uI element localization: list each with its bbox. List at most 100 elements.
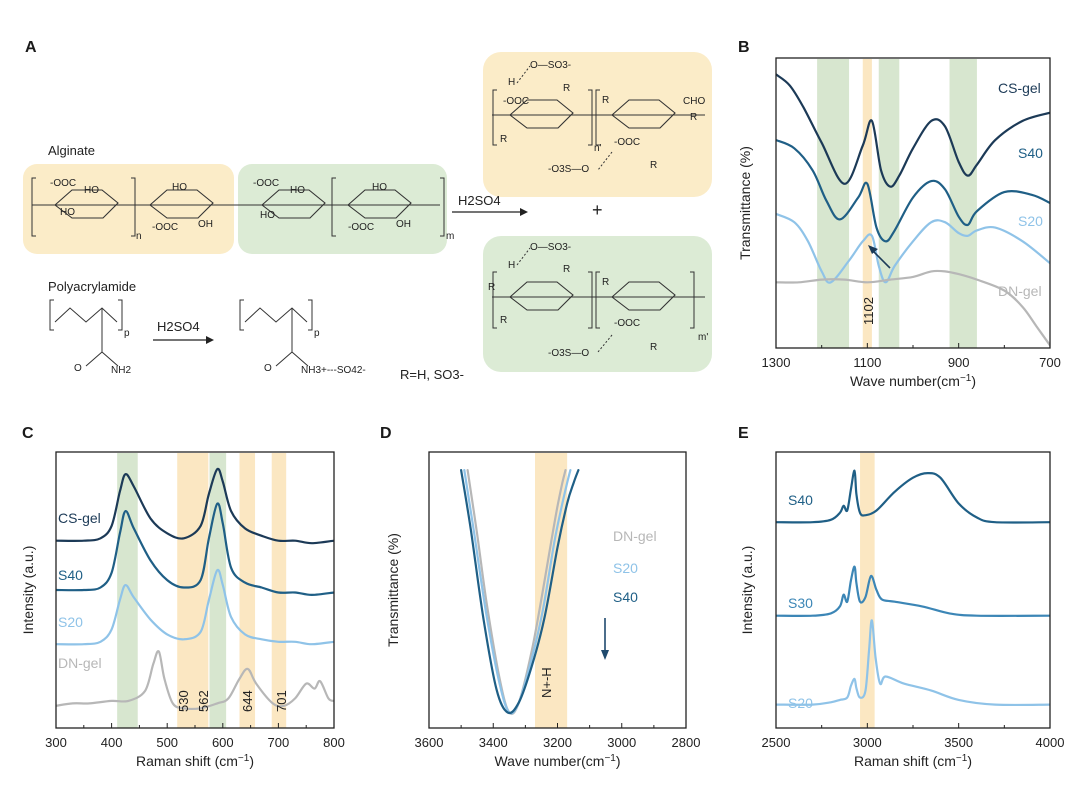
legend-b-cs-gel: CS-gel	[998, 80, 1041, 96]
legend-d-s20: S20	[613, 560, 638, 576]
chart-e: S40 S30 S20 2500 3000 3500 4000 Raman shift (cm…	[739, 451, 1065, 769]
line-c-cs-gel	[56, 467, 334, 545]
series-group-b	[776, 73, 1050, 347]
legend-d-s40: S40	[613, 589, 638, 605]
product-box-green	[483, 236, 712, 372]
polyacrylamide-label: Polyacrylamide	[48, 279, 136, 294]
frag-r-10: R	[650, 342, 657, 353]
frag-r-5: R	[650, 160, 657, 171]
frag-ho-5: HO	[260, 210, 275, 221]
line-b-s20	[776, 212, 1050, 284]
x-axis-label-d: Wave number(cm−1)	[494, 753, 620, 769]
x-tick-label-e: 2500	[762, 735, 791, 750]
frag-h-1: H	[508, 77, 515, 88]
annotation-c-0: 530	[176, 690, 191, 712]
reaction-scheme: Alginate Polyacrylamide R=H, SO3- + H2SO…	[23, 52, 712, 382]
x-tick-label-c: 500	[156, 735, 178, 750]
frag-nh3: NH3+---SO42-	[301, 365, 366, 376]
legend-b-s20: S20	[1018, 213, 1043, 229]
x-tick-label-d: 3400	[479, 735, 508, 750]
frag-ho-2: HO	[60, 207, 75, 218]
band-d-0	[535, 453, 568, 728]
legend-e-s40: S40	[788, 492, 813, 508]
frag-cho: CHO	[683, 96, 705, 107]
x-axis-label-c: Raman shift (cm−1)	[136, 753, 254, 769]
frag-cooh-4: -OOC	[348, 222, 374, 233]
annotation-b-0: 1102	[861, 297, 876, 325]
frag-r-8: R	[500, 315, 507, 326]
y-axis-label-d: Transmittance (%)	[385, 533, 401, 647]
x-axis-label-b: Wave number(cm−1)	[850, 373, 976, 389]
frag-cooh-6: -OOC	[614, 137, 640, 148]
mannuronate-box	[23, 164, 234, 254]
legend-c-dn-gel: DN-gel	[58, 655, 102, 671]
panel-label-d: D	[380, 425, 392, 442]
legend-e-s20: S20	[788, 695, 813, 711]
panel-label-a: A	[25, 39, 37, 56]
frag-oh-1: OH	[198, 219, 213, 230]
series-group-c	[56, 467, 334, 710]
x-axis-label-e: Raman shift (cm−1)	[854, 753, 972, 769]
frag-np: n'	[594, 143, 602, 154]
product-green-structure	[492, 247, 705, 353]
x-tick-label-e: 4000	[1036, 735, 1065, 750]
frag-oh-2: OH	[396, 219, 411, 230]
frag-r-1: R	[563, 83, 570, 94]
line-b-dn-gel	[776, 269, 1050, 347]
line-c-s20	[56, 568, 334, 646]
legend-b-dn-gel: DN-gel	[998, 283, 1042, 299]
x-tick-label-b: 700	[1039, 355, 1061, 370]
legend-e-s30: S30	[788, 595, 813, 611]
y-axis-label-c: Intensity (a.u.)	[20, 546, 36, 635]
x-tick-label-e: 3500	[944, 735, 973, 750]
frag-cooh-7: -OOC	[614, 318, 640, 329]
band-b-1	[862, 59, 872, 348]
band-c-1	[177, 453, 209, 728]
x-tick-label-c: 600	[212, 735, 234, 750]
frag-o3s-2: -O3S—O	[548, 348, 589, 359]
product-orange-structure	[492, 65, 705, 171]
frag-cooh-2: -OOC	[152, 222, 178, 233]
x-tick-label-b: 900	[948, 355, 970, 370]
band-c-4	[271, 453, 287, 728]
frag-r-2: R	[500, 134, 507, 145]
frag-cooh-5: -OOC	[503, 96, 529, 107]
x-tick-label-d: 3000	[607, 735, 636, 750]
line-c-s40	[56, 502, 334, 596]
frag-p-1: p	[124, 328, 130, 339]
frag-ho-4: HO	[290, 185, 305, 196]
frag-ho-6: HO	[372, 182, 387, 193]
frag-cooh-1: -OOC	[50, 178, 76, 189]
line-c-dn-gel	[56, 650, 334, 710]
x-tick-label-b: 1100	[853, 355, 881, 370]
line-e-s30	[776, 565, 1050, 617]
line-e-s40	[776, 469, 1050, 524]
annotation-d-0: N+-H	[539, 667, 554, 698]
x-tick-label-d: 2800	[672, 735, 701, 750]
band-c-3	[239, 453, 256, 728]
line-d-s40	[460, 469, 580, 715]
chart-d: DN-gel S20 S40 3600 3400 3200 3000 2800 Wave num…	[385, 451, 701, 769]
frag-so3-1: O—SO3-	[530, 60, 571, 71]
alginate-label: Alginate	[48, 143, 95, 158]
legend-b-s40: S40	[1018, 145, 1043, 161]
frag-nh2: NH2	[111, 365, 131, 376]
guluronate-box	[238, 164, 447, 254]
annotation-c-1: 562	[196, 690, 211, 712]
band-b-2	[878, 59, 900, 348]
frag-r-7: R	[563, 264, 570, 275]
frag-r-6: R	[488, 282, 495, 293]
line-e-s20	[776, 619, 1050, 707]
arrow-b	[868, 245, 891, 269]
x-tick-label-c: 300	[45, 735, 67, 750]
band-b-3	[949, 59, 977, 348]
chart-c: CS-gel S40 S20 DN-gel 300 400 500 600 700 800 Rama…	[20, 451, 345, 769]
alginate-chain	[31, 177, 445, 237]
frag-o-1: O	[74, 363, 82, 374]
x-tick-label-e: 3000	[853, 735, 882, 750]
h2so4-label-bottom: H2SO4	[157, 319, 200, 334]
frag-n: n	[136, 231, 142, 242]
legend-c-s20: S20	[58, 614, 83, 630]
